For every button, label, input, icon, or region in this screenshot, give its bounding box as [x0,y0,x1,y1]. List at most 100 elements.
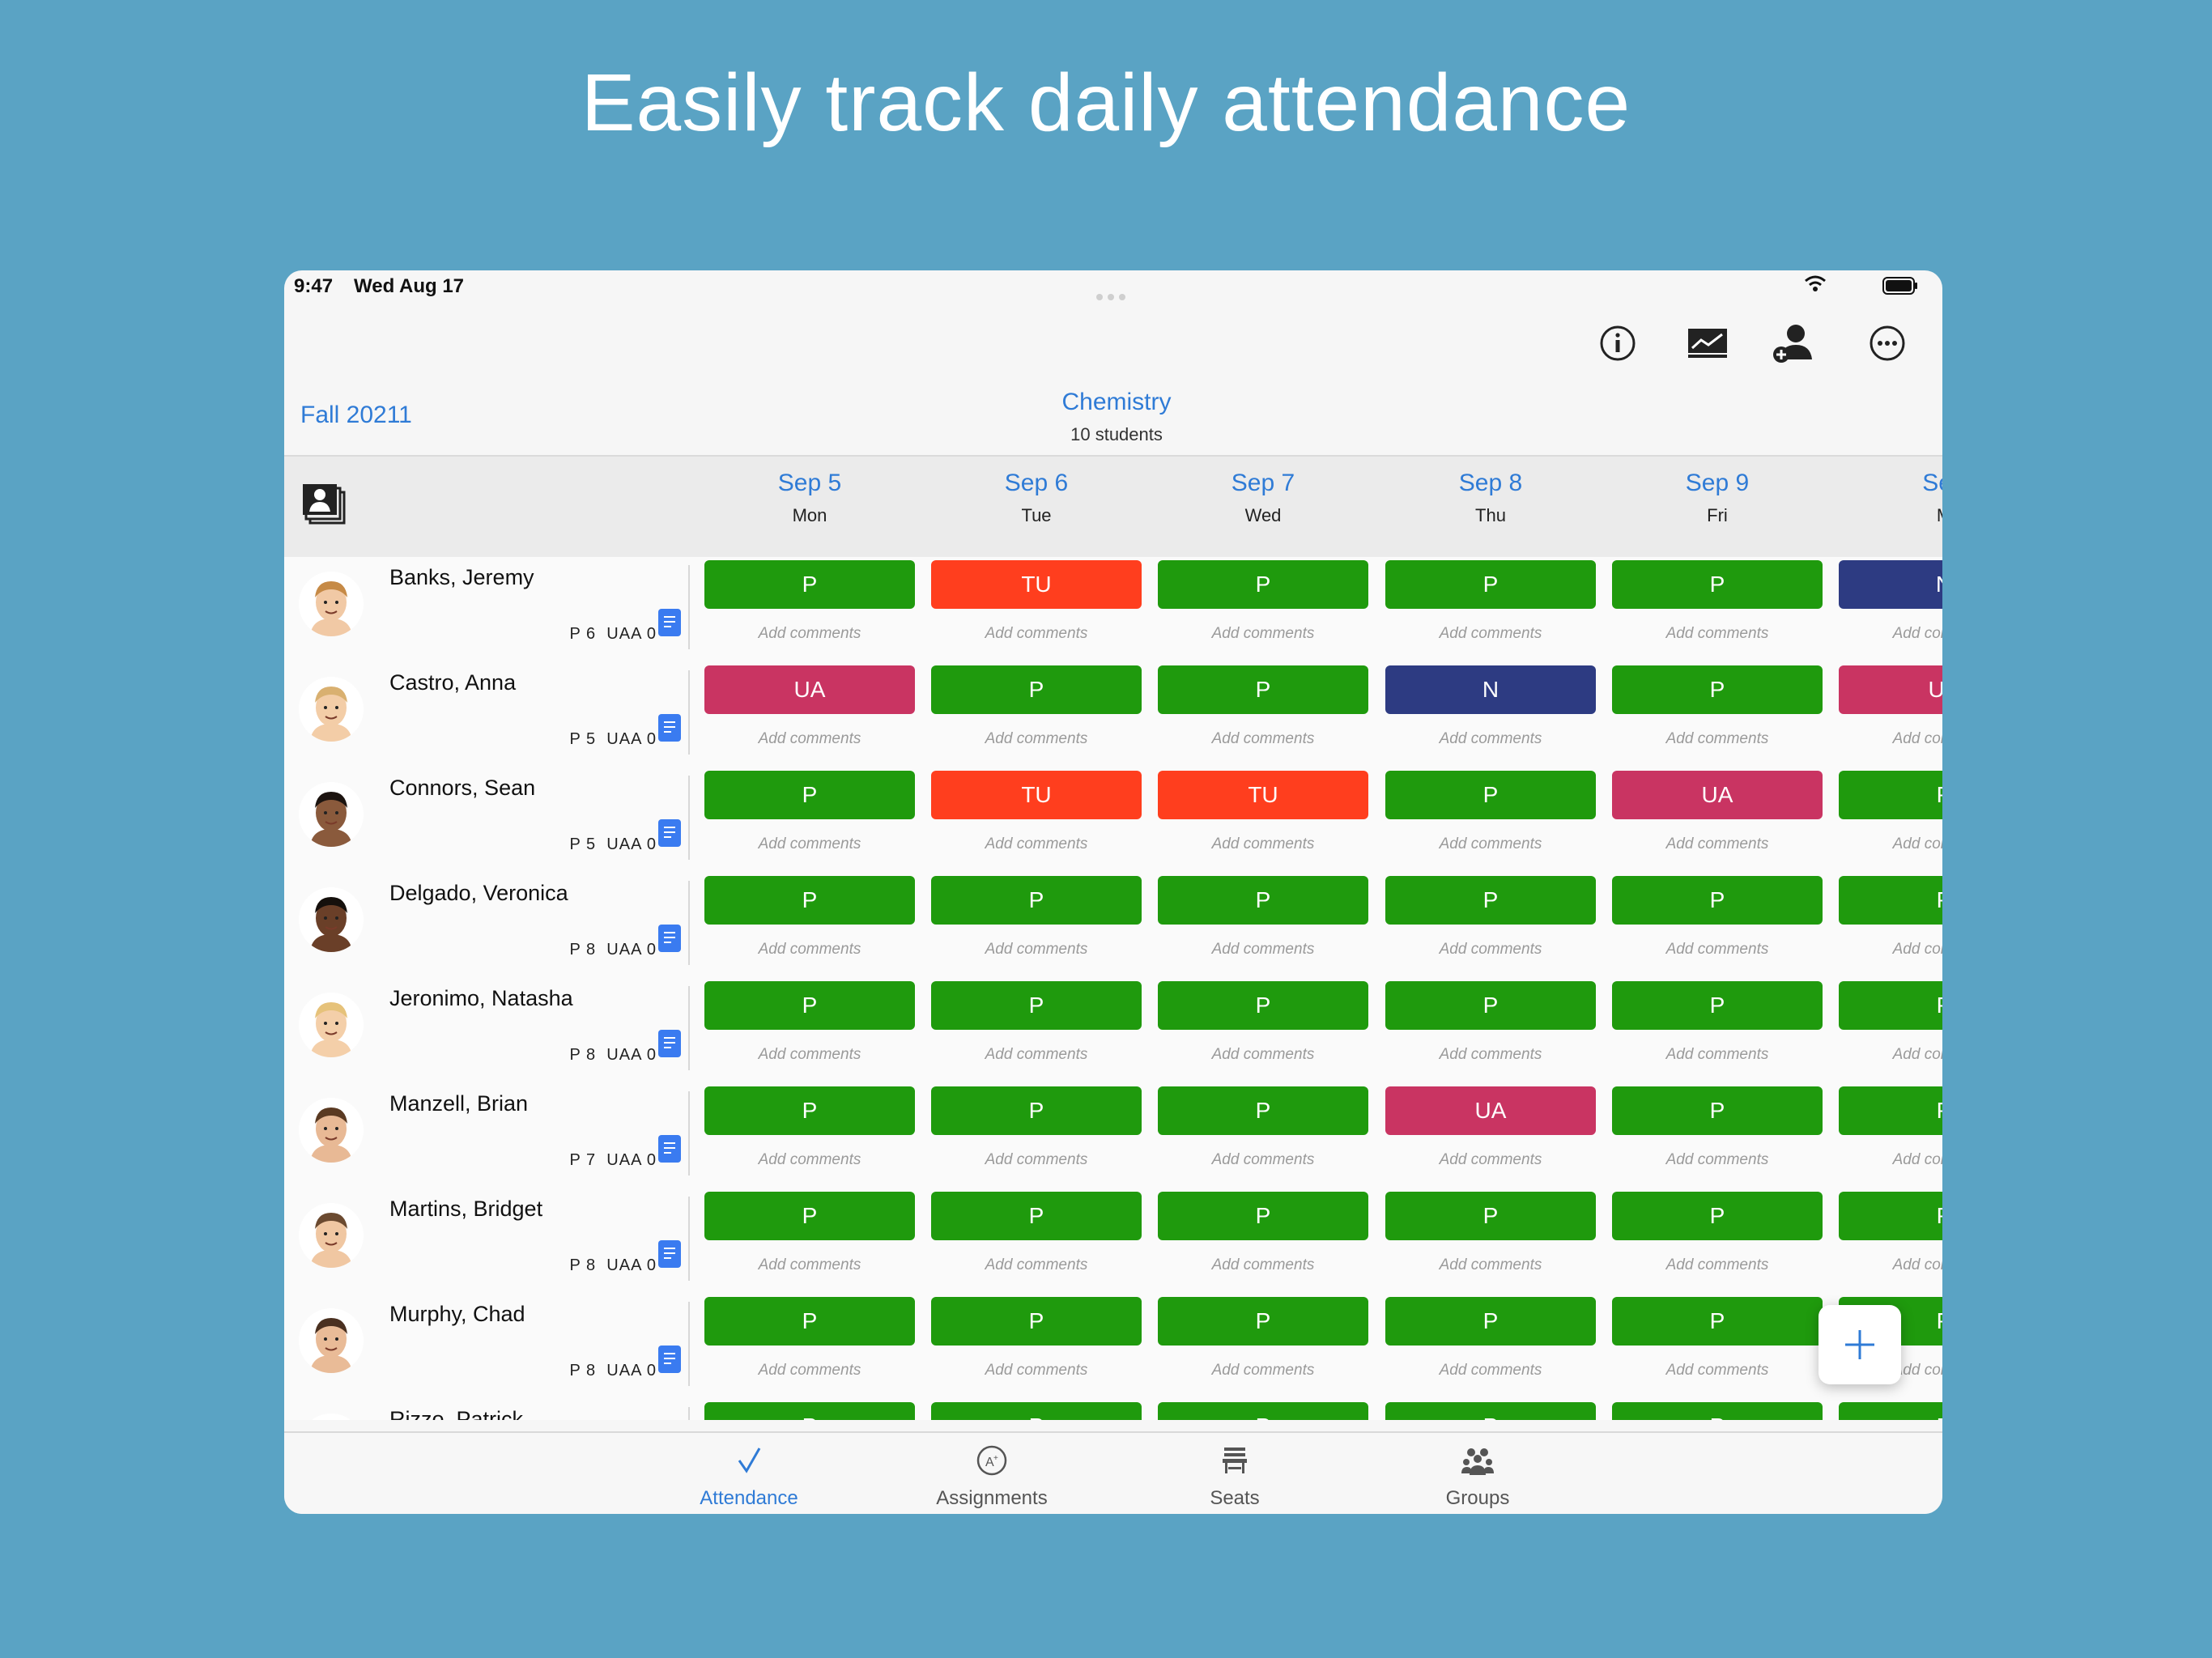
add-comments-field[interactable]: Add comments [1439,730,1542,747]
attendance-status-button[interactable]: UA [704,665,915,714]
attendance-status-button[interactable]: P [1612,1402,1823,1420]
attendance-status-button[interactable]: P [704,1297,915,1346]
student-name[interactable]: Manzell, Brian [389,1091,529,1116]
add-comments-field[interactable]: Add comments [1892,1362,1942,1379]
attendance-status-button[interactable]: P [1839,771,1942,819]
day-column-header[interactable]: Sep M [1839,470,1942,526]
tab-assignments[interactable]: A + Assignments [895,1444,1089,1510]
attendance-status-button[interactable]: UA [1612,771,1823,819]
student-avatar[interactable] [299,1308,364,1373]
attendance-status-button[interactable]: UA [1385,1086,1596,1135]
attendance-status-button[interactable]: P [704,876,915,925]
student-avatar[interactable] [299,1414,364,1420]
add-date-button[interactable] [1819,1305,1901,1384]
class-name[interactable]: Chemistry [1061,389,1172,415]
attendance-status-button[interactable]: P [1158,560,1368,609]
attendance-status-button[interactable]: P [1612,981,1823,1030]
add-comments-field[interactable]: Add comments [1665,1046,1769,1063]
day-column-header[interactable]: Sep 5 Mon [704,470,915,526]
attendance-status-button[interactable]: P [1385,771,1596,819]
attendance-status-button[interactable]: P [1158,1297,1368,1346]
student-avatar[interactable] [299,1203,364,1268]
add-comments-field[interactable]: Add comments [985,1046,1088,1063]
student-name[interactable]: Castro, Anna [389,670,517,695]
multitask-dots-icon[interactable] [1094,283,1128,306]
add-comments-field[interactable]: Add comments [1439,835,1542,852]
add-comments-field[interactable]: Add comments [985,1151,1088,1168]
student-name[interactable]: Martins, Bridget [389,1197,543,1221]
add-comments-field[interactable]: Add comments [1892,1046,1942,1063]
attendance-status-button[interactable]: P [1385,1402,1596,1420]
attendance-status-button[interactable]: P [931,1297,1142,1346]
add-comments-field[interactable]: Add comments [985,941,1088,958]
add-comments-field[interactable]: Add comments [1892,941,1942,958]
add-comments-field[interactable]: Add comments [1892,730,1942,747]
add-comments-field[interactable]: Add comments [985,625,1088,642]
add-comments-field[interactable]: Add comments [758,1046,861,1063]
add-comments-field[interactable]: Add comments [1211,941,1315,958]
attendance-status-button[interactable]: P [931,876,1142,925]
add-comments-field[interactable]: Add comments [985,1256,1088,1273]
attendance-status-button[interactable]: P [1385,876,1596,925]
day-column-header[interactable]: Sep 6 Tue [931,470,1142,526]
day-column-header[interactable]: Sep 8 Thu [1385,470,1596,526]
attendance-status-button[interactable]: P [1839,876,1942,925]
tab-groups[interactable]: Groups [1380,1444,1575,1510]
notes-icon[interactable] [658,609,681,636]
add-comments-field[interactable]: Add comments [1892,625,1942,642]
student-avatar[interactable] [299,782,364,847]
tab-attendance[interactable]: Attendance [652,1444,846,1510]
add-comments-field[interactable]: Add comments [1439,1046,1542,1063]
add-comments-field[interactable]: Add comments [1439,1151,1542,1168]
notes-icon[interactable] [658,1030,681,1057]
info-icon[interactable] [1595,321,1640,366]
add-comments-field[interactable]: Add comments [1665,835,1769,852]
add-comments-field[interactable]: Add comments [1665,941,1769,958]
notes-icon[interactable] [658,1346,681,1373]
attendance-status-button[interactable]: P [1612,1297,1823,1346]
add-comments-field[interactable]: Add comments [758,1151,861,1168]
notes-icon[interactable] [658,1240,681,1268]
add-comments-field[interactable]: Add comments [1211,1046,1315,1063]
add-comments-field[interactable]: Add comments [758,625,861,642]
attendance-status-button[interactable]: P [704,1086,915,1135]
student-name[interactable]: Delgado, Veronica [389,881,568,905]
chart-icon[interactable] [1685,321,1730,366]
add-comments-field[interactable]: Add comments [1665,1151,1769,1168]
student-avatar[interactable] [299,1098,364,1163]
add-student-icon[interactable] [1771,321,1816,366]
attendance-status-button[interactable]: P [931,981,1142,1030]
student-name[interactable]: Connors, Sean [389,776,536,800]
add-comments-field[interactable]: Add comments [1665,625,1769,642]
add-comments-field[interactable]: Add comments [1439,625,1542,642]
attendance-status-button[interactable]: P [704,981,915,1030]
attendance-status-button[interactable]: P [1839,1086,1942,1135]
student-name[interactable]: Murphy, Chad [389,1302,525,1326]
attendance-status-button[interactable]: TU [1158,771,1368,819]
attendance-status-button[interactable]: P [1839,1402,1942,1420]
add-comments-field[interactable]: Add comments [1211,835,1315,852]
attendance-status-button[interactable]: P [1158,1086,1368,1135]
attendance-status-button[interactable]: UA [1839,665,1942,714]
add-comments-field[interactable]: Add comments [758,730,861,747]
student-name[interactable]: Rizzo, Patrick [389,1407,524,1420]
semester-selector[interactable]: Fall 20211 [300,402,412,428]
add-comments-field[interactable]: Add comments [1439,941,1542,958]
add-comments-field[interactable]: Add comments [985,730,1088,747]
day-column-header[interactable]: Sep 7 Wed [1158,470,1368,526]
add-comments-field[interactable]: Add comments [1211,1151,1315,1168]
attendance-status-button[interactable]: P [1385,560,1596,609]
photos-icon[interactable] [302,483,347,529]
attendance-status-button[interactable]: P [1158,1402,1368,1420]
add-comments-field[interactable]: Add comments [758,941,861,958]
add-comments-field[interactable]: Add comments [985,1362,1088,1379]
attendance-status-button[interactable]: N [1839,560,1942,609]
add-comments-field[interactable]: Add comments [1211,1256,1315,1273]
add-comments-field[interactable]: Add comments [1892,835,1942,852]
attendance-status-button[interactable]: P [1385,1192,1596,1240]
student-avatar[interactable] [299,993,364,1057]
attendance-status-button[interactable]: P [1158,981,1368,1030]
attendance-status-button[interactable]: TU [931,560,1142,609]
attendance-status-button[interactable]: P [704,1402,915,1420]
notes-icon[interactable] [658,819,681,847]
